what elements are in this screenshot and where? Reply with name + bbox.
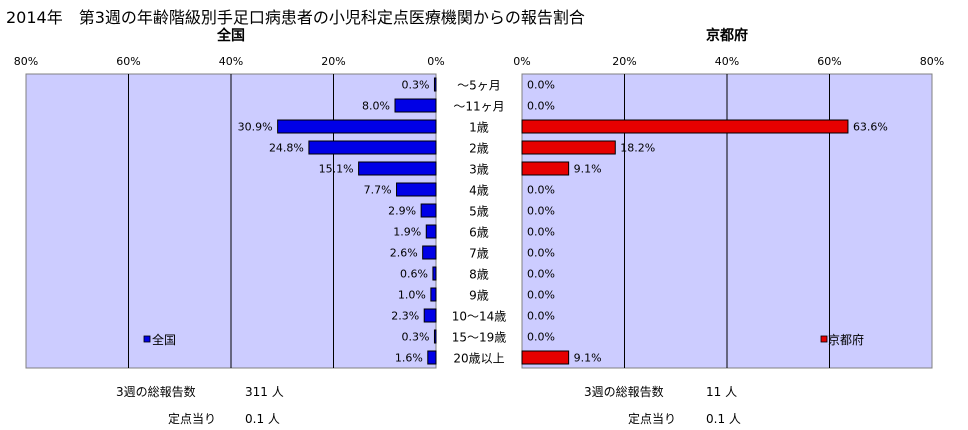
category-label: 15～19歳 (452, 331, 507, 345)
kyoto-bar (521, 161, 570, 176)
national-data-label: 8.0% (362, 100, 390, 113)
kyoto-data-label: 0.0% (527, 205, 555, 218)
national-panel-title: 全国 (216, 27, 245, 44)
national-tick-label: 40% (219, 55, 243, 68)
kyoto-data-label: 0.0% (527, 331, 555, 344)
national-per-label: 定点当り (168, 412, 217, 426)
national-bar (425, 224, 437, 239)
national-total-value: 311 人 (245, 385, 284, 399)
national-data-label: 0.6% (400, 268, 428, 281)
national-data-label: 2.9% (388, 205, 416, 218)
national-legend-label: 全国 (152, 332, 176, 347)
category-label: 1歳 (469, 121, 489, 135)
national-data-label: 2.3% (391, 310, 419, 323)
kyoto-data-label: 63.6% (853, 121, 888, 134)
kyoto-data-label: 0.0% (527, 289, 555, 302)
national-bar (430, 287, 437, 302)
national-data-label: 0.3% (402, 79, 430, 92)
category-label: 10～14歳 (452, 310, 507, 324)
kyoto-tick-label: 80% (920, 55, 944, 68)
national-bar (396, 182, 437, 197)
kyoto-data-label: 9.1% (574, 163, 602, 176)
category-label: 20歳以上 (453, 352, 504, 366)
category-label: 9歳 (469, 289, 489, 303)
national-bar (427, 350, 437, 365)
category-label: ～11ヶ月 (453, 100, 504, 114)
category-label: 2歳 (469, 142, 489, 156)
national-bar (433, 77, 437, 92)
kyoto-tick-label: 60% (817, 55, 841, 68)
national-tick-label: 60% (116, 55, 140, 68)
national-data-label: 7.7% (364, 184, 392, 197)
national-bar (308, 140, 437, 155)
kyoto-data-label: 18.2% (620, 142, 655, 155)
national-bar (394, 98, 437, 113)
category-label: 7歳 (469, 247, 489, 261)
kyoto-legend-label: 京都府 (828, 332, 864, 347)
national-per-value: 0.1 人 (245, 412, 280, 426)
national-bar (423, 308, 437, 323)
national-bar (433, 329, 437, 344)
national-data-label: 1.6% (395, 352, 423, 365)
kyoto-bar (521, 119, 849, 134)
kyoto-data-label: 0.0% (527, 247, 555, 260)
national-data-label: 30.9% (238, 121, 273, 134)
kyoto-legend-swatch (820, 335, 828, 343)
national-data-label: 1.9% (393, 226, 421, 239)
national-tick-label: 0% (427, 55, 444, 68)
category-label: ～5ヶ月 (457, 79, 501, 93)
national-bar (422, 245, 437, 260)
chart-title: 2014年 第3週の年齢階級別手足口病患者の小児科定点医療機関からの報告割合 (6, 8, 585, 27)
kyoto-data-label: 0.0% (527, 184, 555, 197)
kyoto-per-label: 定点当り (628, 412, 677, 426)
category-label: 6歳 (469, 226, 489, 240)
kyoto-data-label: 0.0% (527, 268, 555, 281)
kyoto-data-label: 0.0% (527, 100, 555, 113)
national-bar (358, 161, 437, 176)
national-data-label: 24.8% (269, 142, 304, 155)
category-label: 8歳 (469, 268, 489, 282)
national-data-label: 15.1% (319, 163, 354, 176)
national-total-label: 3週の総報告数 (116, 385, 196, 399)
national-bar (432, 266, 437, 281)
national-legend-swatch (143, 335, 151, 343)
national-bar (277, 119, 437, 134)
national-data-label: 1.0% (398, 289, 426, 302)
category-label: 5歳 (469, 205, 489, 219)
kyoto-bar (521, 140, 616, 155)
category-label: 3歳 (469, 163, 489, 177)
kyoto-bar (521, 350, 570, 365)
national-tick-label: 80% (14, 55, 38, 68)
kyoto-tick-label: 0% (513, 55, 530, 68)
kyoto-panel-title: 京都府 (706, 27, 748, 44)
kyoto-data-label: 0.0% (527, 226, 555, 239)
kyoto-data-label: 0.0% (527, 310, 555, 323)
national-data-label: 0.3% (402, 331, 430, 344)
kyoto-per-value: 0.1 人 (706, 412, 741, 426)
kyoto-total-value: 11 人 (706, 385, 738, 399)
national-tick-label: 20% (321, 55, 345, 68)
national-data-label: 2.6% (390, 247, 418, 260)
kyoto-data-label: 0.0% (527, 79, 555, 92)
kyoto-tick-label: 40% (715, 55, 739, 68)
kyoto-tick-label: 20% (612, 55, 636, 68)
category-label: 4歳 (469, 184, 489, 198)
kyoto-total-label: 3週の総報告数 (584, 385, 664, 399)
kyoto-data-label: 9.1% (574, 352, 602, 365)
national-bar (420, 203, 437, 218)
